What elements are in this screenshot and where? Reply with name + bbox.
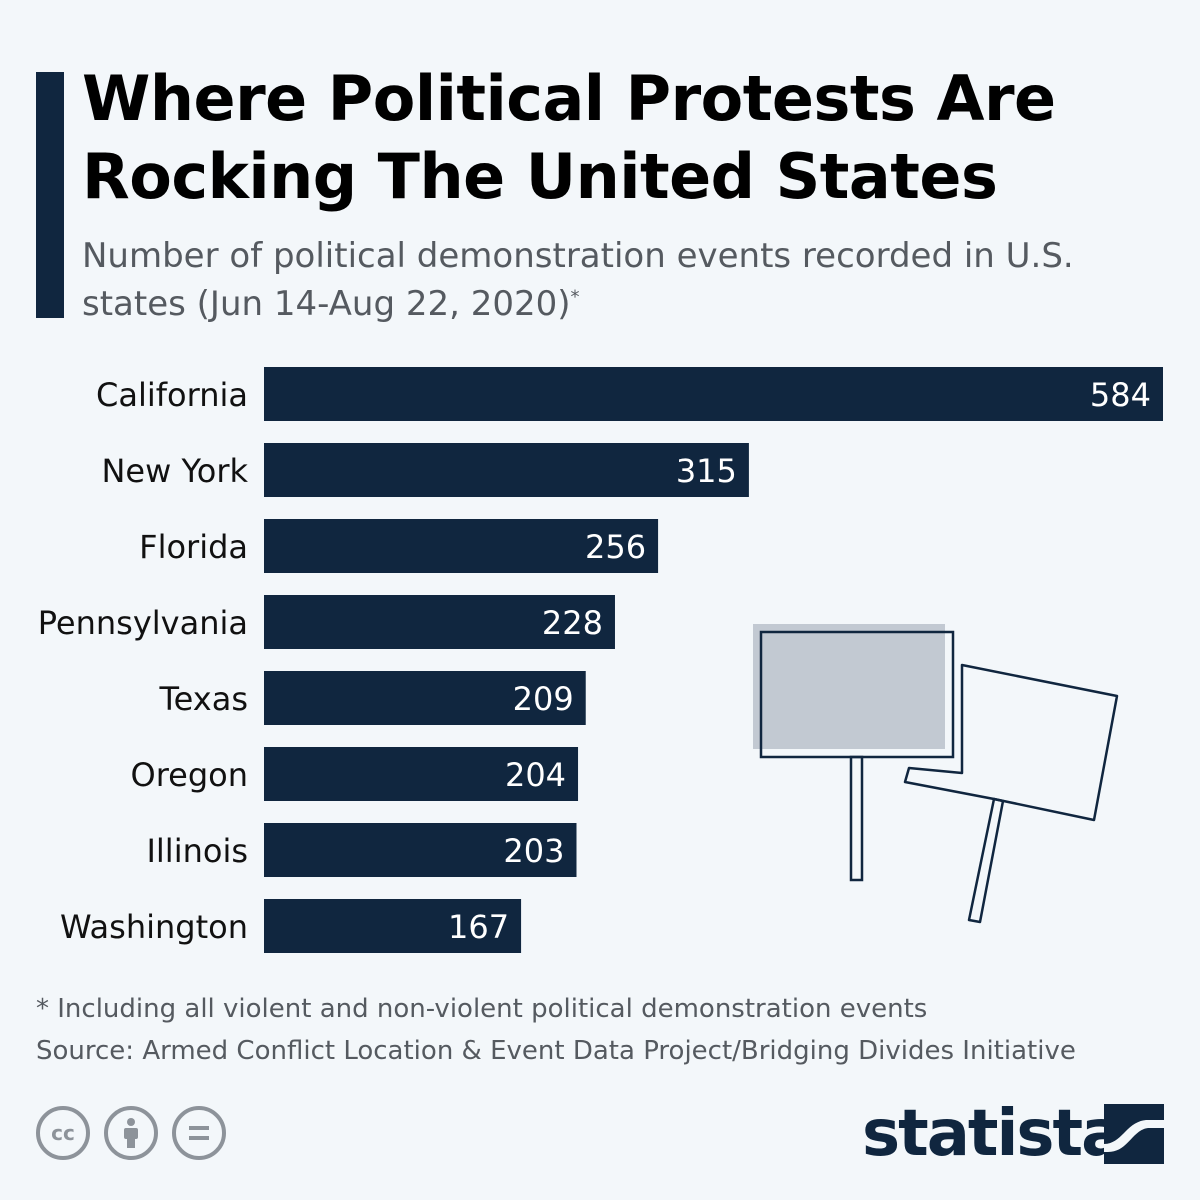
person-glyph	[124, 1118, 138, 1148]
bar-texas	[264, 671, 586, 725]
value-label: 167	[448, 908, 509, 946]
category-label: Oregon	[131, 756, 249, 794]
sign-front-stick	[849, 755, 864, 882]
statista-logo-icon	[1104, 1104, 1164, 1164]
equals-glyph	[189, 1126, 209, 1140]
sign-back-board	[903, 663, 1119, 822]
bar-california	[264, 367, 1163, 421]
cc-icon-glyph: cc	[51, 1121, 75, 1145]
chart-title: Where Political Protests Are Rocking The…	[82, 62, 1056, 213]
chart-subtitle: Number of political demonstration events…	[82, 232, 1082, 328]
subtitle-footnote-marker: *	[570, 286, 580, 308]
protest-signs-illustration	[753, 624, 1119, 924]
sign-front-shadow	[753, 624, 945, 749]
no-derivatives-icon[interactable]	[172, 1106, 226, 1160]
bar-oregon	[264, 747, 579, 801]
value-label: 209	[513, 680, 574, 718]
sign-back-stick	[967, 797, 1005, 924]
attribution-icon[interactable]	[104, 1106, 158, 1160]
title-accent-bar	[36, 72, 64, 318]
statista-logo-text[interactable]: statista	[862, 1097, 1124, 1171]
cc-icon[interactable]: cc	[36, 1106, 90, 1160]
category-label: Texas	[159, 680, 248, 718]
value-label: 204	[505, 756, 566, 794]
category-label: Illinois	[146, 832, 248, 870]
category-label: Washington	[60, 908, 248, 946]
value-label: 256	[585, 528, 646, 566]
source-text: Source: Armed Conflict Location & Event …	[36, 1036, 1076, 1066]
category-label: New York	[101, 452, 248, 490]
bar-new-york	[264, 443, 749, 497]
value-label: 315	[676, 452, 737, 490]
bar-florida	[264, 519, 659, 573]
bar-pennsylvania	[264, 595, 615, 649]
bars-group: California 584 New York 315 Florida 256 Pennsy…	[38, 367, 1163, 953]
bar-chart: California 584 New York 315 Florida 256 Pennsy…	[38, 367, 1163, 953]
value-label: 228	[542, 604, 603, 642]
category-label: California	[96, 376, 248, 414]
category-label: Pennsylvania	[38, 604, 248, 642]
category-label: Florida	[139, 528, 248, 566]
subtitle-text: Number of political demonstration events…	[82, 236, 1074, 324]
bar-washington	[264, 899, 522, 953]
footnote-text: * Including all violent and non-violent …	[36, 994, 928, 1024]
chart-footer-notes: * Including all violent and non-violent …	[36, 988, 1176, 1072]
bar-illinois	[264, 823, 577, 877]
license-icons: cc	[36, 1106, 226, 1160]
value-label: 584	[1090, 376, 1151, 414]
value-label: 203	[503, 832, 564, 870]
